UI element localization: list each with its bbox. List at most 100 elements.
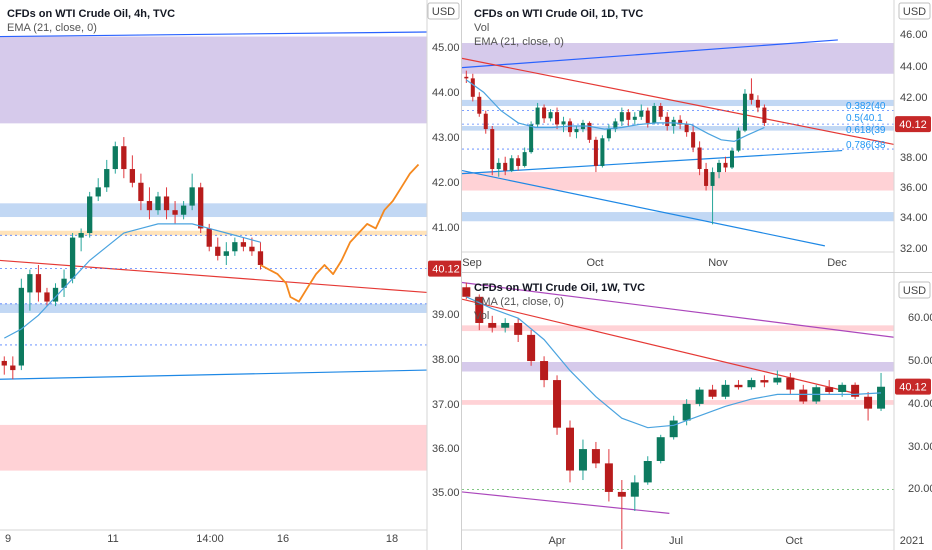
candle: [619, 107, 624, 126]
candle: [189, 173, 195, 211]
trendline[interactable]: [462, 281, 895, 338]
y-tick-label: 46.00: [900, 29, 928, 41]
x-tick-label: 9: [5, 533, 11, 545]
y-tick-label: 39.00: [432, 309, 460, 321]
candle: [78, 228, 84, 252]
candle: [483, 110, 488, 134]
y-tick-label: 32.00: [900, 243, 928, 255]
trendline[interactable]: [462, 39, 838, 69]
trendline[interactable]: [0, 31, 428, 38]
candle: [632, 112, 637, 125]
y-tick-label: 36.00: [900, 182, 928, 194]
candle-body: [475, 296, 484, 323]
candle: [95, 178, 101, 202]
x-tick-label: Dec: [827, 257, 847, 269]
candle: [825, 380, 834, 395]
candle-body: [773, 377, 782, 383]
fib-label: 0.618(39: [846, 125, 886, 136]
candle: [52, 283, 59, 307]
last-price-tag: [895, 378, 931, 395]
chart-panel-1w[interactable]: 60.00 50.00 40.00 30.00 20.00 40.12 Apr Jul Oct…: [462, 273, 932, 550]
candle-body: [600, 138, 605, 166]
candle-body: [206, 228, 212, 247]
candle-body: [684, 124, 689, 133]
chart-panel-1d[interactable]: 48.0046.0044.0042.0038.0036.0034.0032.00…: [462, 0, 932, 272]
x-tick-label: 11: [107, 533, 118, 545]
candle-body: [561, 121, 566, 125]
panel-separator[interactable]: [462, 272, 932, 273]
candle-body: [613, 121, 618, 130]
candle: [462, 282, 471, 300]
y-tick-label: 36.00: [432, 443, 460, 455]
last-price-label: 40.12: [899, 382, 927, 394]
price-zone: [0, 36, 427, 124]
candle: [514, 318, 523, 343]
candle-body: [669, 420, 678, 438]
candle-body: [762, 107, 767, 123]
candle-body: [503, 162, 508, 171]
indicator-label: EMA (21, close, 0): [7, 22, 97, 34]
candle-body: [61, 278, 67, 288]
candle-body: [180, 205, 187, 215]
candle-body: [529, 124, 534, 153]
candle: [574, 126, 579, 139]
candle: [708, 384, 717, 400]
y-tick-label: 50.00: [908, 355, 932, 367]
candle-body: [553, 380, 562, 428]
candle: [656, 434, 665, 464]
candle-body: [78, 233, 84, 238]
candle-body: [462, 287, 471, 297]
candle-body: [708, 389, 717, 397]
currency-button[interactable]: [427, 2, 460, 20]
x-tick-label: Jul: [669, 535, 683, 547]
candle: [464, 70, 469, 83]
candle-body: [747, 380, 756, 388]
price-zone: [462, 325, 894, 332]
currency-button[interactable]: [898, 281, 931, 299]
trendline[interactable]: [462, 149, 843, 175]
trendline[interactable]: [462, 169, 826, 247]
candle-body: [555, 112, 560, 125]
trendline[interactable]: [462, 298, 860, 395]
candle: [180, 201, 187, 220]
x-tick-label: 2021: [900, 535, 924, 547]
candle: [475, 294, 484, 331]
candle-body: [695, 389, 704, 404]
candle-body: [257, 251, 264, 265]
candle-body: [697, 147, 702, 170]
candle-body: [645, 110, 650, 123]
candle-body: [591, 449, 600, 464]
candle: [232, 237, 238, 256]
candle: [215, 237, 221, 261]
candle: [704, 162, 709, 191]
candle: [553, 375, 562, 435]
candle-body: [198, 187, 204, 229]
candle: [1, 356, 7, 375]
x-tick-label: Sep: [462, 257, 482, 269]
candle-body: [877, 386, 886, 409]
y-axis: 60.00 50.00 40.00 30.00 20.00 40.12: [895, 312, 932, 495]
x-tick-label: Oct: [586, 257, 603, 269]
candle: [760, 375, 769, 388]
candle-body: [838, 384, 847, 392]
y-tick-label: 37.00: [432, 399, 460, 411]
y-tick-label: 44.00: [900, 61, 928, 73]
candle-body: [95, 187, 101, 197]
candle: [630, 475, 639, 511]
candle: [516, 155, 521, 171]
trendline[interactable]: [462, 57, 895, 146]
candle: [613, 118, 618, 133]
currency-label: USD: [903, 285, 926, 297]
ema-line: [466, 296, 882, 429]
zones-layer: [462, 43, 894, 222]
y-tick-label: 38.00: [900, 152, 928, 164]
chart-panel-4h[interactable]: 45.00 44.00 43.00 42.00 41.00 39.00 38.00 37.00…: [0, 0, 461, 550]
fib-label: 0.786(38: [846, 140, 886, 151]
panel-separator[interactable]: [461, 0, 462, 550]
candle-body: [723, 162, 728, 168]
candle-body: [691, 132, 696, 148]
currency-button[interactable]: [898, 2, 931, 20]
projection-path[interactable]: [260, 163, 420, 303]
trendline[interactable]: [0, 369, 428, 380]
candle-body: [129, 169, 136, 183]
